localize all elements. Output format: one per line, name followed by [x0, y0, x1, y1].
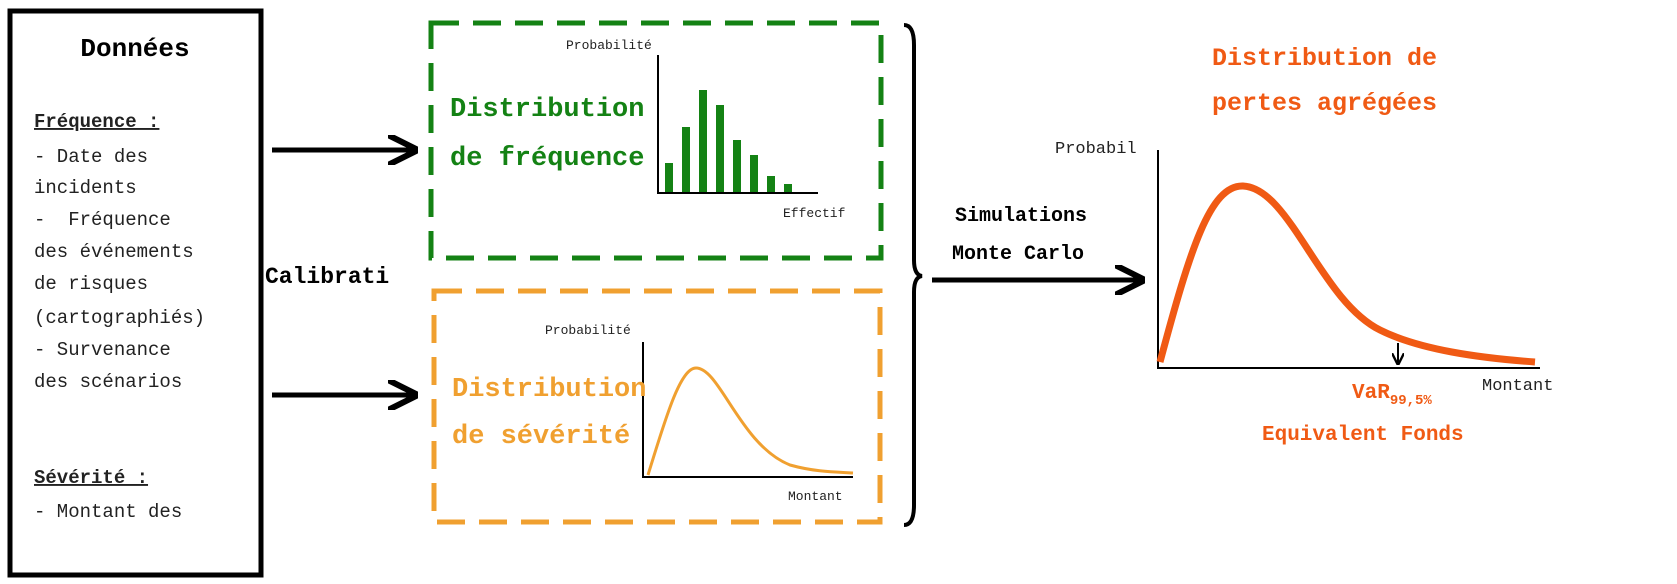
frequency-heading: Fréquence :	[34, 111, 159, 133]
frequency-lines: - Date des incidents - Fréquence des évé…	[34, 146, 205, 393]
y-axis-label: Probabilité	[545, 323, 631, 338]
text-line: - Montant des	[34, 501, 182, 523]
text-line: - Survenance	[34, 339, 171, 361]
severity-heading: Sévérité :	[34, 467, 148, 489]
axes	[642, 342, 853, 478]
panel-title: de sévérité	[452, 422, 630, 452]
text-line: incidents	[34, 177, 137, 199]
var-text: VaR	[1352, 382, 1390, 405]
y-axis-label: Probabil	[1055, 140, 1137, 159]
x-axis-label: Effectif	[783, 206, 845, 221]
text-line: - Fréquence	[34, 209, 171, 231]
axes	[1157, 150, 1540, 369]
data-box	[7, 8, 264, 578]
bar-shape	[665, 163, 673, 193]
bar-shape	[750, 155, 758, 193]
simulation-label: Monte Carlo	[952, 243, 1084, 266]
bar-shape	[699, 90, 707, 193]
histogram-illustration	[665, 90, 792, 193]
data-title: Données	[80, 34, 189, 64]
bar-shape	[733, 140, 741, 193]
x-axis-label: Montant	[788, 489, 843, 504]
calibration-label: Calibrati	[265, 264, 389, 290]
bar-shape	[767, 176, 775, 193]
y-axis-label: Probabilité	[566, 38, 652, 53]
text-line: des événements	[34, 241, 194, 263]
text-line: - Date des	[34, 146, 148, 168]
panel-title: Distribution	[452, 375, 646, 405]
panel-title: Distribution	[450, 95, 644, 125]
bar-shape	[716, 105, 724, 193]
x-axis-label: Montant	[1482, 377, 1553, 396]
curve-illustration	[646, 366, 854, 476]
result-title: Distribution de	[1212, 44, 1437, 73]
curve-illustration	[1156, 182, 1536, 366]
var-subscript: 99,5%	[1390, 393, 1433, 409]
text-line: des scénarios	[34, 371, 182, 393]
text-line: (cartographiés)	[34, 307, 205, 329]
bar-shape	[784, 184, 792, 193]
frequency-box	[428, 20, 884, 261]
result-title: pertes agrégées	[1212, 89, 1437, 118]
var-label: VaR99,5%	[1352, 382, 1432, 409]
bar-shape	[682, 127, 690, 193]
severity-box	[431, 288, 883, 525]
panel-title: de fréquence	[450, 144, 644, 174]
text-line: de risques	[34, 273, 148, 295]
axes	[657, 55, 818, 194]
brace	[903, 23, 923, 527]
var-caption: Equivalent Fonds	[1262, 424, 1464, 447]
simulation-label: Simulations	[955, 205, 1087, 228]
